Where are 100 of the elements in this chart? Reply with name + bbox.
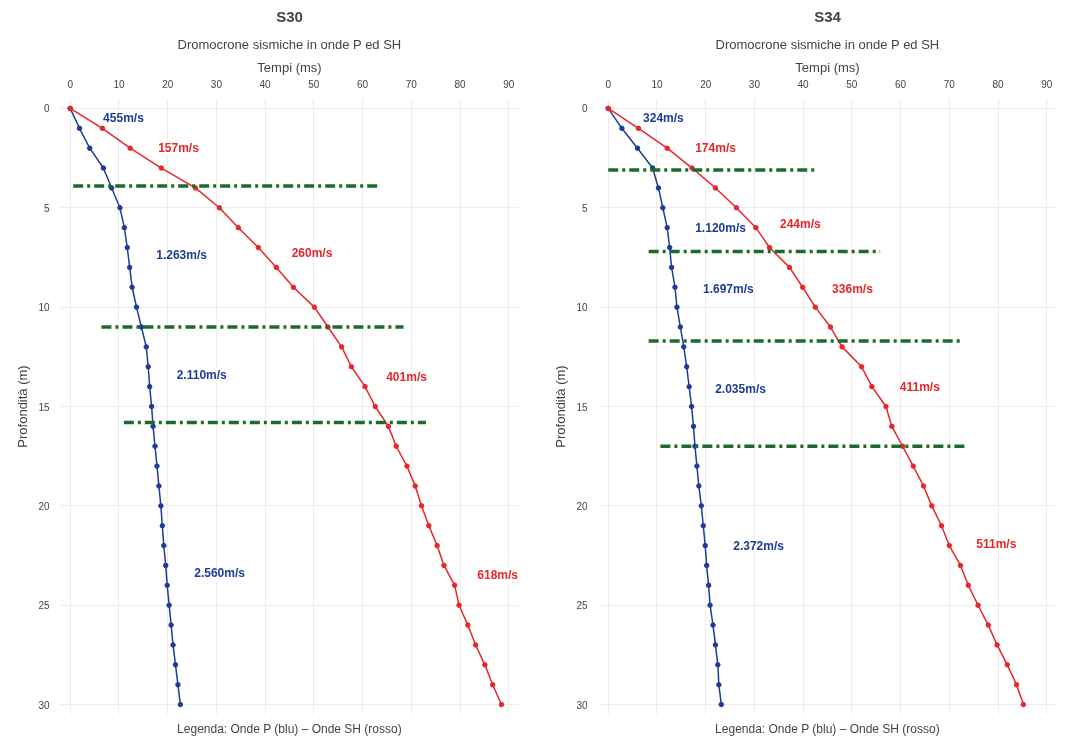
point	[705, 582, 712, 589]
x-tick-label: 80	[454, 78, 467, 90]
x-tick-label: 60	[357, 78, 369, 90]
point	[164, 582, 170, 589]
point	[127, 145, 133, 151]
point	[418, 503, 425, 509]
point	[975, 602, 981, 608]
point	[929, 503, 935, 509]
point	[702, 542, 708, 549]
point	[170, 642, 176, 648]
x-tick-label: 50	[846, 78, 858, 90]
point	[889, 423, 895, 430]
y-tick-label: 25	[38, 600, 50, 612]
point	[965, 582, 972, 589]
point	[154, 463, 160, 469]
y-tick-label: 5	[581, 202, 588, 214]
point	[311, 304, 318, 310]
point	[86, 145, 93, 151]
x-tick-label: 30	[748, 78, 761, 90]
point	[434, 542, 440, 549]
point	[117, 205, 123, 211]
chart-subtitle: Dromocrone sismiche in onde P ed SH	[177, 36, 402, 52]
point	[456, 602, 462, 608]
point	[172, 662, 179, 668]
annotation: 244m/s	[779, 216, 821, 231]
point	[129, 284, 135, 291]
y-tick-label: 25	[576, 600, 588, 612]
point	[707, 602, 713, 608]
y-tick-label: 20	[38, 500, 50, 512]
x-tick-label: 30	[210, 78, 223, 90]
point	[716, 681, 722, 688]
point	[273, 264, 280, 271]
annotation: 2.035m/s	[715, 381, 767, 396]
y-axis-title: Profondità (m)	[15, 365, 31, 448]
point	[143, 344, 149, 350]
y-tick-label: 15	[576, 401, 588, 413]
point	[703, 562, 710, 569]
point	[489, 681, 496, 688]
point	[910, 463, 916, 469]
point	[664, 224, 670, 231]
text: Legenda: Onde P (blu) – Onde SH (rosso)	[715, 721, 940, 736]
y-tick-label: 0	[581, 103, 588, 115]
point	[498, 701, 505, 708]
point	[683, 364, 690, 370]
x-tick-label: 0	[605, 78, 612, 90]
x-axis-title: Tempi (ms)	[257, 59, 322, 75]
point	[148, 403, 155, 410]
point	[690, 423, 697, 430]
y-tick-label: 0	[43, 103, 50, 115]
y-axis-title: Profondità (m)	[553, 365, 569, 448]
point	[812, 304, 819, 310]
annotation: 2.560m/s	[194, 566, 246, 581]
text: Legenda: Onde P (blu) – Onde SH (rosso)	[177, 721, 402, 736]
point	[634, 145, 641, 151]
point	[985, 622, 992, 628]
point	[1004, 662, 1011, 668]
x-tick-label: 40	[797, 78, 810, 90]
point	[152, 443, 158, 449]
point	[162, 562, 169, 569]
annotation: 1.263m/s	[156, 248, 208, 263]
point	[338, 344, 345, 350]
annotation: 2.110m/s	[176, 367, 228, 382]
point	[177, 701, 184, 708]
point	[869, 383, 875, 390]
x-tick-label: 90	[1041, 78, 1053, 90]
point	[158, 503, 164, 509]
point	[700, 522, 707, 529]
point	[712, 642, 719, 648]
point	[1020, 701, 1027, 708]
point	[957, 562, 964, 569]
point	[168, 622, 174, 628]
point	[753, 224, 759, 231]
point	[126, 264, 133, 271]
annotation: 336m/s	[832, 282, 874, 297]
annotation: 511m/s	[976, 536, 1017, 551]
point	[938, 522, 945, 529]
point	[145, 364, 151, 370]
point	[827, 324, 834, 330]
point	[146, 383, 153, 390]
point	[994, 642, 1000, 648]
y-tick-label: 5	[43, 202, 50, 214]
point	[786, 264, 793, 271]
annotation: 1.697m/s	[703, 282, 755, 297]
point	[108, 185, 115, 191]
point	[175, 681, 181, 688]
x-tick-label: 0	[67, 78, 74, 90]
point	[121, 224, 128, 231]
point	[619, 125, 625, 132]
point	[688, 403, 695, 410]
x-tick-label: 10	[113, 78, 125, 90]
point	[1013, 681, 1020, 688]
point	[920, 483, 927, 489]
x-axis-title: Tempi (ms)	[795, 59, 860, 75]
annotation: 401m/s	[386, 369, 428, 384]
annotation: 260m/s	[291, 246, 333, 261]
point	[161, 542, 167, 549]
chart-subtitle: Dromocrone sismiche in onde P ed SH	[715, 36, 940, 52]
y-tick-label: 10	[576, 302, 588, 314]
annotation: 324m/s	[643, 111, 685, 126]
point	[655, 185, 662, 191]
